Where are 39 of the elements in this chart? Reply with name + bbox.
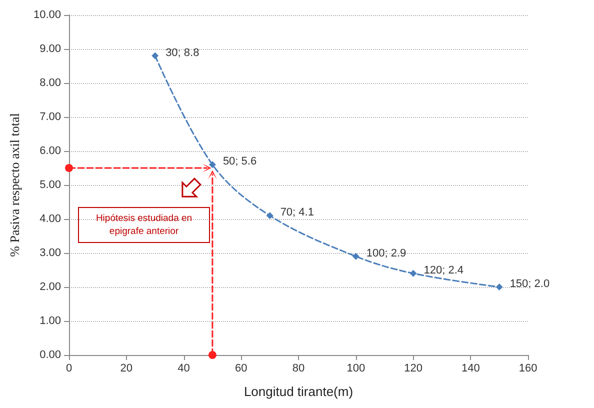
point <box>208 161 216 168</box>
y-axis-title: % Pasiva respecto axil total <box>7 112 22 257</box>
point <box>496 284 503 290</box>
x-tick-label: 20 <box>120 362 132 374</box>
x-tick-label: 40 <box>178 362 190 374</box>
x-tick-label: 120 <box>404 362 422 374</box>
y-tick-label: 9.00 <box>40 43 61 55</box>
y-tick-label: 4.00 <box>40 213 61 225</box>
x-tick-label: 60 <box>235 362 248 374</box>
point <box>65 164 73 172</box>
point <box>152 52 159 60</box>
data-label: 150; 2.0 <box>510 278 550 290</box>
data-label: 120; 2.4 <box>424 264 464 276</box>
y-tick-label: 2.00 <box>40 281 61 293</box>
data-label: 30; 8.8 <box>166 46 200 59</box>
y-tick-label: 7.00 <box>40 111 61 123</box>
data-label: 70; 4.1 <box>280 206 314 219</box>
y-tick-label: 10.00 <box>33 9 61 21</box>
x-tick-label: 100 <box>346 362 366 374</box>
annotation: Hipótesis estudiada en epigrafe anterior <box>78 207 210 243</box>
x-axis-title: Longitud tirante(m) <box>244 384 354 399</box>
x-tick-label: 80 <box>292 362 305 374</box>
x-tick-label: 140 <box>461 362 480 374</box>
y-tick-label: 0.00 <box>40 349 61 361</box>
point <box>352 252 360 260</box>
point <box>208 170 217 180</box>
point <box>266 212 274 220</box>
y-tick-label: 3.00 <box>40 247 61 259</box>
y-tick-label: 8.00 <box>40 77 61 89</box>
point <box>410 270 417 277</box>
x-tick-label: 0 <box>66 362 72 374</box>
y-tick-label: 6.00 <box>40 145 61 157</box>
data-label: 100; 2.9 <box>366 247 406 260</box>
point <box>202 164 212 172</box>
x-tick-label: 160 <box>518 362 538 374</box>
y-tick-label: 5.00 <box>40 179 61 191</box>
data-label: 50; 5.6 <box>222 156 257 168</box>
y-tick-label: 1.00 <box>40 315 61 327</box>
point <box>208 351 216 359</box>
